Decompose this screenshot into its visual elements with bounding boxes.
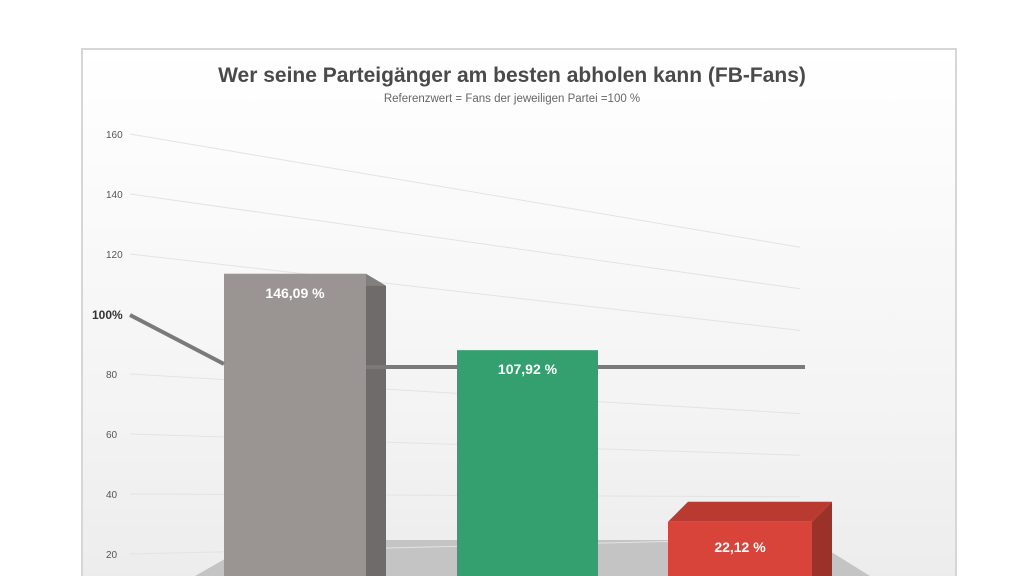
bar-value-label: 22,12 % bbox=[714, 539, 766, 555]
bar bbox=[457, 350, 598, 576]
reference-label: 100% bbox=[92, 308, 123, 322]
y-tick-label: 60 bbox=[106, 430, 118, 441]
reference-line-left bbox=[129, 313, 225, 366]
bar-side bbox=[366, 273, 386, 576]
grid-line bbox=[129, 133, 801, 248]
bar-value-label: 146,09 % bbox=[265, 285, 325, 301]
bar-side bbox=[812, 501, 832, 576]
y-tick-label: 140 bbox=[106, 190, 123, 201]
bar bbox=[224, 273, 366, 576]
y-tick-label: 40 bbox=[106, 490, 118, 501]
bar-top bbox=[668, 501, 832, 522]
chart-subtitle: Referenzwert = Fans der jeweiligen Parte… bbox=[383, 93, 641, 105]
bar-value-label: 107,92 % bbox=[498, 361, 558, 377]
y-tick-label: 20 bbox=[106, 550, 118, 561]
y-tick-label: 80 bbox=[106, 370, 118, 381]
grid-line bbox=[129, 253, 801, 331]
bar bbox=[668, 521, 812, 576]
y-tick-label: 160 bbox=[106, 130, 123, 141]
y-tick-label: 120 bbox=[106, 250, 123, 261]
grid-line bbox=[129, 193, 801, 290]
chart-title: Wer seine Parteigänger am besten abholen… bbox=[218, 64, 806, 87]
